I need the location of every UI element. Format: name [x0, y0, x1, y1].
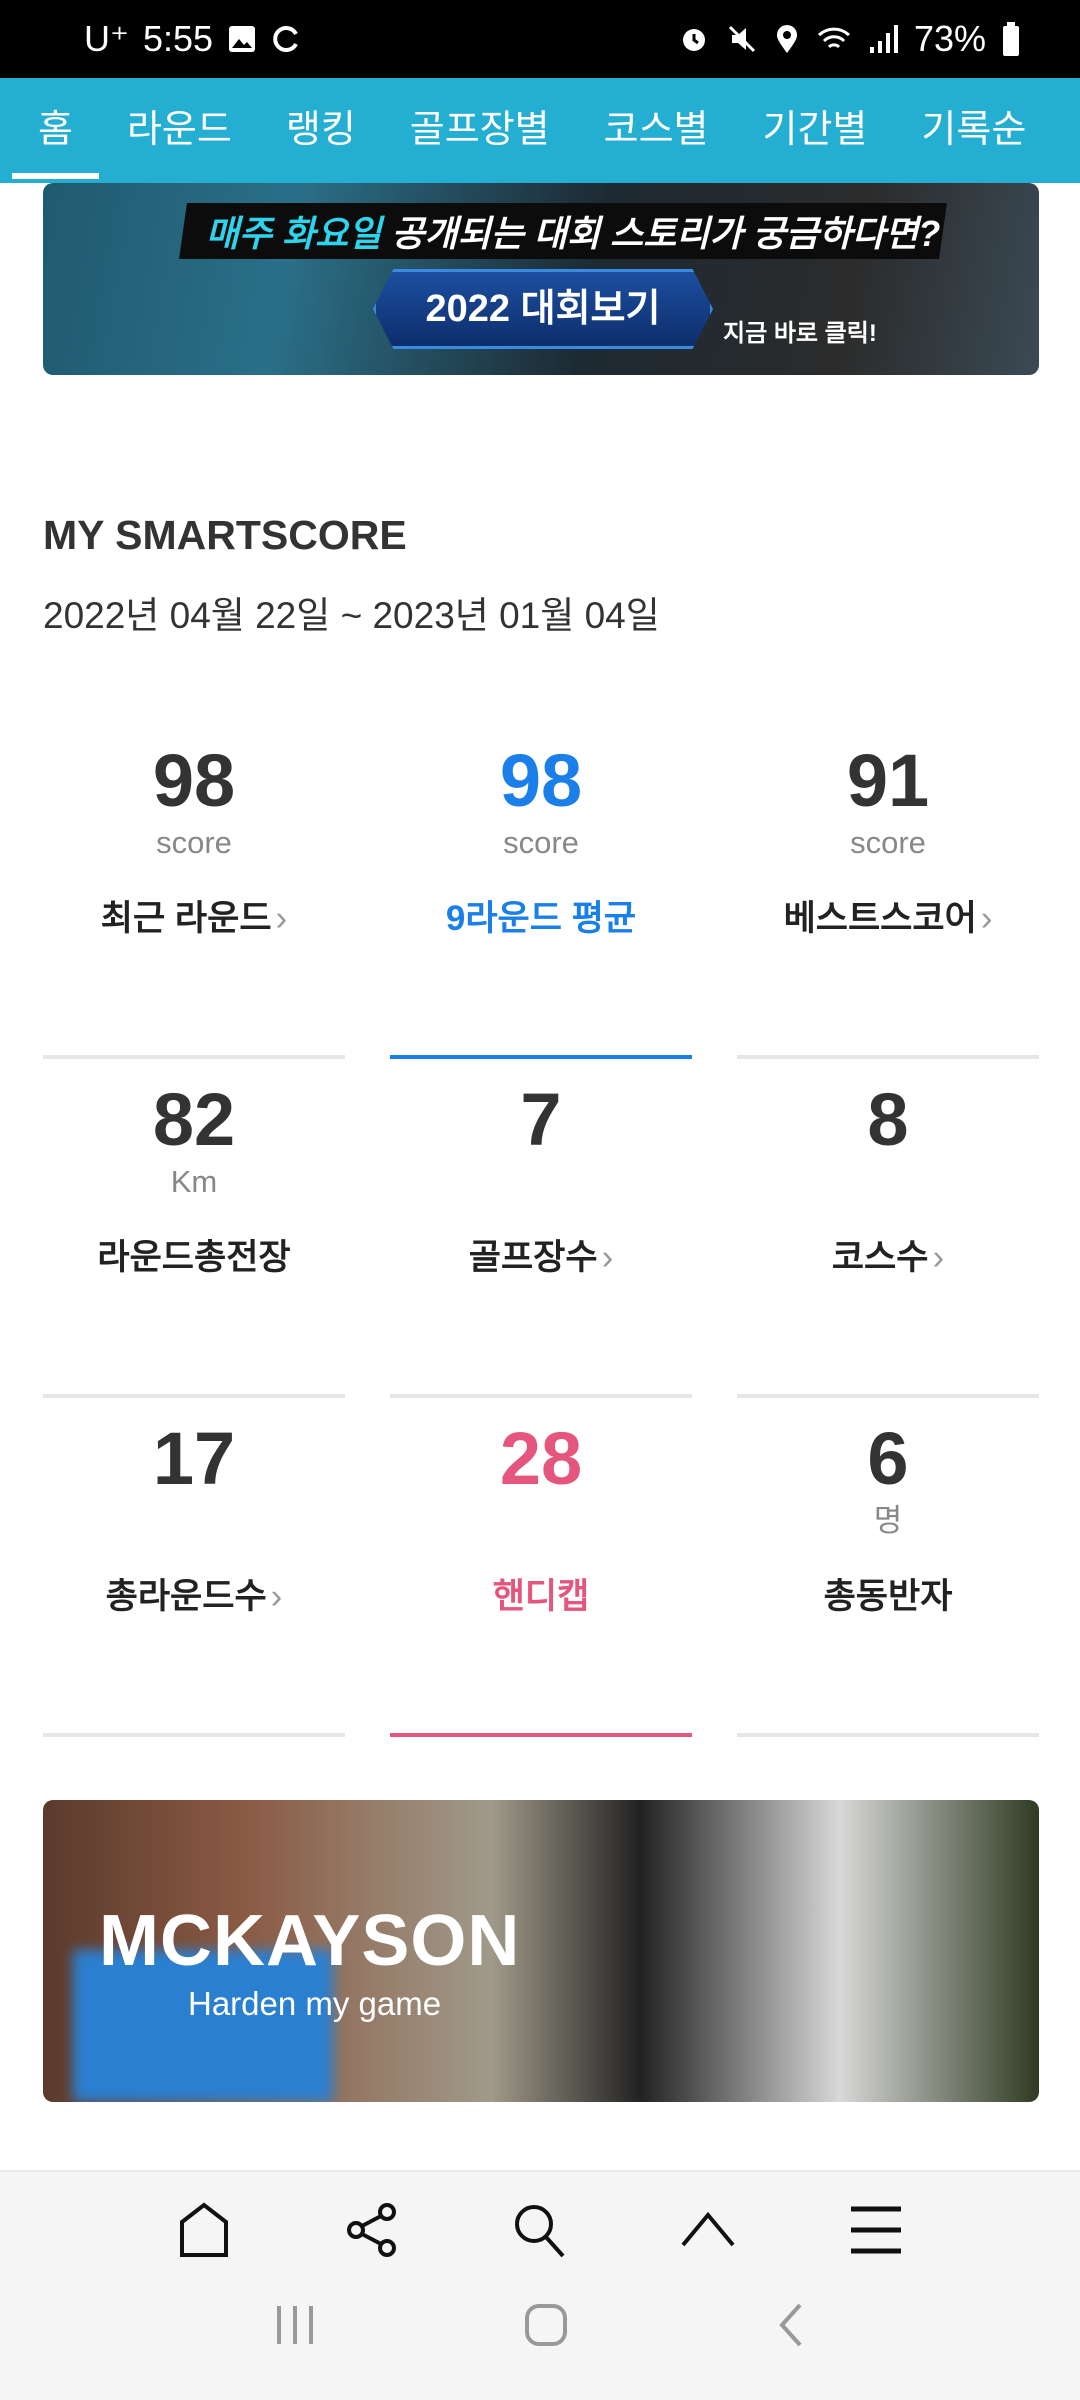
carrier: U⁺	[84, 18, 129, 59]
tab-by-course[interactable]: 코스별	[603, 109, 709, 151]
scroll-top-button[interactable]	[678, 2200, 738, 2260]
stat-label: 9라운드 평균	[445, 899, 637, 938]
chevron-up-icon	[681, 2211, 735, 2247]
chevron-right-icon: ›	[275, 899, 288, 938]
stat-value: 98	[152, 739, 236, 822]
stat-card[interactable]: 98 score 최근 라운드 ›	[43, 720, 345, 1059]
alarm-icon	[682, 29, 705, 51]
stat-card[interactable]: 6 명 총동반자	[737, 1398, 1039, 1737]
tab-by-period[interactable]: 기간별	[762, 109, 868, 151]
wifi-icon	[817, 27, 850, 49]
mckayson-ad-banner[interactable]: MCKAYSON Harden my game	[43, 1800, 1039, 2102]
search-button[interactable]	[510, 2200, 570, 2260]
mute-icon	[728, 25, 755, 53]
stat-card[interactable]: 17 총라운드수 ›	[43, 1398, 345, 1737]
ad-tagline: Harden my game	[188, 1985, 442, 2022]
stat-label: 핸디캡	[492, 1577, 590, 1616]
chevron-right-icon: ›	[932, 1238, 945, 1277]
stat-label: 라운드총전장	[97, 1238, 291, 1277]
stat-label: 코스수 ›	[831, 1238, 945, 1277]
clock: 5:55	[143, 18, 214, 59]
share-button[interactable]	[342, 2200, 402, 2260]
tournament-banner[interactable]: 매주 화요일 공개되는 대회 스토리가 궁금하다면? 2022 대회보기 지금 …	[43, 183, 1039, 375]
top-tab-bar: 홈 라운드 랭킹 골프장별 코스별 기간별 기록순	[0, 78, 1080, 183]
stat-label: 베스트스코어 ›	[783, 899, 993, 938]
date-range: 2022년 04월 22일 ~ 2023년 01월 04일	[43, 595, 660, 636]
stat-label: 총동반자	[823, 1577, 953, 1616]
stats-grid: 98 score 최근 라운드 › 98 score 9라운드 평균 91 score…	[43, 720, 1039, 1737]
stat-unit: Km	[170, 1164, 218, 1199]
chevron-right-icon: ›	[980, 899, 993, 938]
stat-card[interactable]: 28 핸디캡	[390, 1398, 692, 1737]
stat-card[interactable]: 8 코스수 ›	[737, 1059, 1039, 1398]
stat-label: 골프장수 ›	[468, 1238, 614, 1277]
stat-unit: score	[850, 825, 926, 860]
tab-ranking[interactable]: 랭킹	[285, 109, 356, 151]
menu-button[interactable]	[846, 2200, 906, 2260]
home-button[interactable]	[174, 2200, 234, 2260]
stat-unit: score	[503, 825, 579, 860]
stat-unit: 명	[873, 1503, 903, 1538]
gallery-icon	[229, 26, 256, 52]
stat-value: 8	[867, 1078, 909, 1161]
ad-brand: MCKAYSON	[99, 1901, 521, 1981]
stat-label: 총라운드수 ›	[105, 1577, 283, 1616]
stat-unit: score	[156, 825, 232, 860]
share-icon	[347, 2203, 396, 2257]
recent-apps-icon[interactable]	[274, 2304, 316, 2346]
stat-card[interactable]: 7 골프장수 ›	[390, 1059, 692, 1398]
search-icon	[515, 2205, 565, 2258]
signal-icon	[869, 25, 898, 53]
battery-icon	[1003, 22, 1019, 56]
stat-value: 98	[499, 739, 583, 822]
tab-round[interactable]: 라운드	[126, 109, 232, 151]
stat-value: 6	[867, 1417, 909, 1500]
location-icon	[776, 25, 797, 53]
banner-cta: 지금 바로 클릭!	[723, 320, 877, 347]
system-navigation-bar	[0, 2250, 1080, 2400]
stat-card[interactable]: 98 score 9라운드 평균	[390, 720, 692, 1059]
tab-by-record[interactable]: 기록순	[921, 109, 1027, 151]
stat-card[interactable]: 91 score 베스트스코어 ›	[737, 720, 1039, 1059]
status-bar: U⁺ 5:55 73%	[0, 0, 1080, 78]
stat-value: 17	[152, 1417, 236, 1500]
banner-headline: 매주 화요일 공개되는 대회 스토리가 궁금하다면?	[205, 213, 941, 254]
tab-home[interactable]: 홈	[12, 78, 99, 183]
browser-toolbar	[0, 2170, 1080, 2400]
home-circle-icon[interactable]	[524, 2303, 568, 2347]
tab-by-course-club[interactable]: 골프장별	[409, 109, 550, 151]
view-tournament-button[interactable]: 2022 대회보기	[373, 269, 713, 349]
sync-icon	[273, 26, 298, 52]
stat-card[interactable]: 82 Km 라운드총전장	[43, 1059, 345, 1398]
back-icon[interactable]	[776, 2302, 806, 2348]
home-icon	[180, 2202, 228, 2257]
stat-value: 82	[152, 1078, 236, 1161]
stat-value: 28	[499, 1417, 583, 1500]
stat-value: 91	[846, 739, 930, 822]
stat-value: 7	[520, 1078, 562, 1161]
chevron-right-icon: ›	[270, 1577, 283, 1616]
menu-icon	[851, 2206, 901, 2254]
section-title: MY SMARTSCORE	[43, 512, 407, 558]
stat-label: 최근 라운드 ›	[100, 899, 288, 938]
banner-photo	[73, 1950, 333, 2102]
battery-level: 73%	[913, 18, 986, 59]
chevron-right-icon: ›	[601, 1238, 614, 1277]
